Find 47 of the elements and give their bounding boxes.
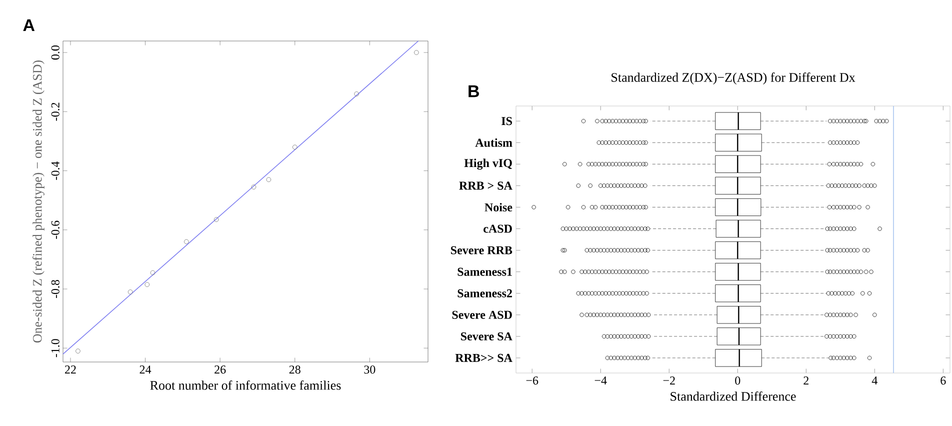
x-tick-label: 26 bbox=[214, 366, 226, 374]
chart-title: Standardized Z(DX)−Z(ASD) for Different Dx bbox=[612, 72, 856, 84]
point bbox=[214, 217, 219, 222]
y-tick-label: -0.2 bbox=[51, 102, 60, 121]
point bbox=[184, 239, 189, 244]
y-tick-label: High vIQ bbox=[464, 158, 512, 170]
x-tick-label: 28 bbox=[289, 366, 300, 374]
y-tick-label: Noise bbox=[484, 202, 512, 212]
x-tick-label: 6 bbox=[940, 376, 946, 385]
point bbox=[414, 50, 419, 55]
point bbox=[76, 348, 80, 354]
y-tick-label: Severe ASD bbox=[452, 310, 512, 319]
y-tick-label: Severe RRB bbox=[451, 246, 512, 254]
y-tick-label: -0.6 bbox=[51, 220, 60, 239]
y-tick-label: IS bbox=[502, 117, 512, 126]
x-tick-label: 0 bbox=[735, 376, 740, 385]
point bbox=[266, 177, 272, 182]
y-tick-label: 0.0 bbox=[51, 45, 60, 60]
x-tick-label: 22 bbox=[65, 366, 76, 374]
x-tick-label: −6 bbox=[526, 376, 538, 385]
point bbox=[354, 92, 359, 96]
point bbox=[150, 270, 156, 276]
x-tick-label: −2 bbox=[663, 376, 675, 384]
y-tick-label: -1.0 bbox=[51, 339, 60, 358]
y-tick-label: Severe SA bbox=[461, 332, 512, 340]
y-tick-label: Sameness1 bbox=[458, 268, 512, 276]
text: B bbox=[468, 85, 479, 98]
point bbox=[251, 184, 256, 190]
x-tick-label: 24 bbox=[140, 366, 152, 374]
y-tick-label: Sameness2 bbox=[458, 289, 512, 298]
x-tick-label: 30 bbox=[364, 366, 376, 374]
y-tick-label: -0.8 bbox=[51, 280, 60, 298]
x-axis-title: Standardized Difference bbox=[670, 391, 796, 401]
text: A bbox=[23, 19, 35, 32]
point bbox=[128, 290, 133, 294]
y-axis-title: One-sided Z (refined phenotype) − one sided Z (ASD) bbox=[32, 60, 44, 343]
x-tick-label: −4 bbox=[594, 376, 607, 384]
y-tick-label: cASD bbox=[484, 224, 512, 233]
y-tick-label: Autism bbox=[475, 138, 512, 147]
x-axis-title: Root number of informative families bbox=[150, 380, 341, 390]
point bbox=[144, 282, 150, 287]
y-tick-label: -0.4 bbox=[51, 161, 60, 180]
x-tick-label: 2 bbox=[804, 376, 808, 384]
y-tick-label: RRB>> SA bbox=[455, 354, 512, 362]
y-tick-label: RRB > SA bbox=[459, 182, 512, 190]
point bbox=[292, 144, 298, 150]
x-tick-label: 4 bbox=[872, 376, 878, 384]
